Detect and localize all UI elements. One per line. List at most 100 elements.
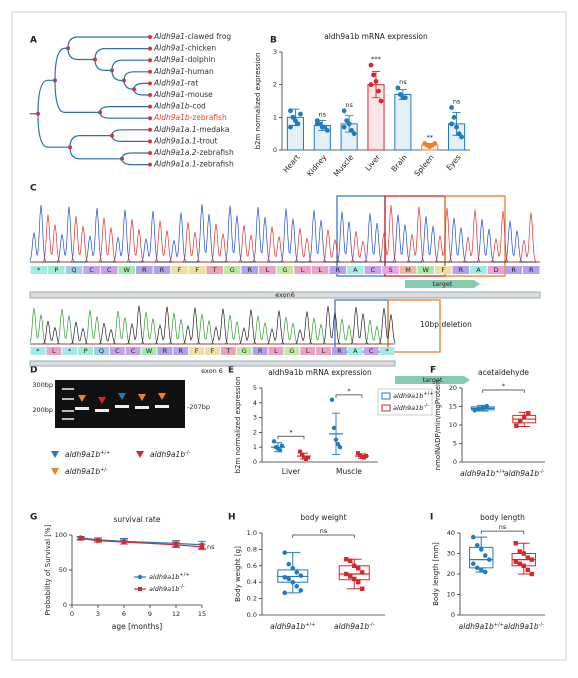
- gene: Aldh9a1: [153, 44, 185, 53]
- leaf-label: Aldh9a1b-zebrafish: [153, 113, 227, 122]
- residue: F: [441, 266, 445, 274]
- panel-label: E: [228, 366, 234, 376]
- leaf-label: Aldh9a1a.1-zebrafish: [153, 160, 234, 169]
- tree-branch: [69, 147, 122, 160]
- significance: *: [347, 387, 351, 395]
- data-point: [341, 108, 347, 114]
- data-point: [482, 553, 488, 558]
- residue-box: [206, 266, 223, 274]
- residue: W: [146, 347, 153, 355]
- data-point: [474, 543, 480, 548]
- data-point: [525, 567, 530, 573]
- genotype: +/+: [179, 572, 189, 578]
- gene: Aldh9a1a.1: [153, 136, 197, 145]
- data-point: [449, 121, 454, 127]
- significance-bracket: [277, 435, 305, 440]
- gel-band: [155, 405, 169, 408]
- genotype: -/-: [423, 403, 428, 409]
- data-point: [472, 407, 478, 413]
- leaf-label: Aldh9a1-chicken: [153, 44, 216, 53]
- residue-box: [268, 347, 284, 355]
- data-point: [294, 570, 300, 575]
- tree-leaf: [148, 139, 152, 144]
- tree-branch: [54, 80, 100, 113]
- residue-box: [188, 266, 206, 274]
- data-point: [290, 565, 296, 571]
- exon-bar: [29, 291, 541, 299]
- data-point: [348, 558, 353, 564]
- residue: A: [353, 347, 358, 355]
- genotype-label: aldh9a1b+/+: [459, 622, 504, 632]
- residue: R: [337, 347, 342, 355]
- gene: aldh9a1b: [270, 622, 305, 631]
- bar: [394, 93, 412, 151]
- tree-leaf: [148, 162, 152, 167]
- data-point: [294, 584, 300, 589]
- lane-marker: [118, 393, 126, 400]
- y-axis-label: Body weight [g]: [234, 546, 242, 602]
- data-point: [368, 62, 374, 68]
- leaf-label: Aldh9a1-dolphin: [153, 55, 216, 64]
- species: -zebrafish: [190, 113, 227, 122]
- gene: Aldh9a1b: [153, 113, 190, 122]
- lane-marker: [158, 393, 166, 400]
- residue: A: [353, 266, 358, 274]
- species: -rat: [185, 78, 198, 87]
- genotype: +/-: [100, 467, 108, 473]
- residue-box: [347, 266, 364, 274]
- data-point: [300, 452, 304, 457]
- data-point: [397, 92, 403, 97]
- residue-box: [363, 347, 379, 355]
- genotype: +/+: [423, 391, 433, 397]
- significance: ns: [499, 523, 507, 531]
- data-point: [290, 579, 296, 585]
- y-tick-label: 0.0: [247, 611, 257, 619]
- species: -medaka: [197, 125, 230, 134]
- species: -cod: [190, 102, 206, 111]
- data-point: [482, 569, 488, 575]
- residue: L: [52, 347, 56, 355]
- gel-band: [135, 406, 149, 409]
- x-tick-label: 3: [96, 610, 100, 618]
- residue-box: [153, 266, 171, 274]
- data-point: [478, 547, 484, 552]
- residue-box: [65, 266, 83, 274]
- data-point: [373, 79, 379, 84]
- tree-leaf: [148, 127, 152, 132]
- residue-box: [189, 347, 205, 355]
- data-point: [352, 576, 357, 582]
- residue-box: [141, 347, 157, 355]
- legend-swatch: [381, 392, 391, 400]
- data-point: [286, 561, 292, 567]
- genotype-label: aldh9a1b-/-: [504, 622, 545, 632]
- data-point: [344, 118, 350, 123]
- residue: T: [212, 266, 217, 274]
- residue: P: [54, 266, 58, 274]
- data-point: [282, 590, 288, 596]
- residue-box: [470, 266, 487, 274]
- data-point: [352, 563, 357, 568]
- x-tick-label: Muscle: [336, 467, 362, 476]
- data-point: [121, 539, 127, 545]
- residue: T: [225, 347, 230, 355]
- residue-box: [316, 347, 332, 355]
- tree-branch: [37, 79, 55, 114]
- data-point: [277, 447, 283, 453]
- data-point: [525, 555, 530, 560]
- data-point: [349, 127, 355, 133]
- residue-box: [452, 266, 470, 274]
- leaf-label: Aldh9a1-mouse: [153, 90, 213, 99]
- gene: aldh9a1b: [459, 622, 494, 631]
- chart-title: survival rate: [113, 515, 160, 524]
- y-tick-label: 1: [273, 113, 277, 121]
- gene: aldh9a1b: [460, 469, 495, 478]
- x-tick-label: 12: [172, 610, 180, 618]
- residue: C: [371, 266, 376, 274]
- genotype: -/-: [539, 469, 544, 475]
- residue: R: [258, 347, 263, 355]
- data-point: [337, 445, 343, 450]
- residue: *: [36, 347, 40, 355]
- leaf-label: Aldh9a1a.1-medaka: [153, 125, 229, 134]
- data-point: [449, 105, 454, 110]
